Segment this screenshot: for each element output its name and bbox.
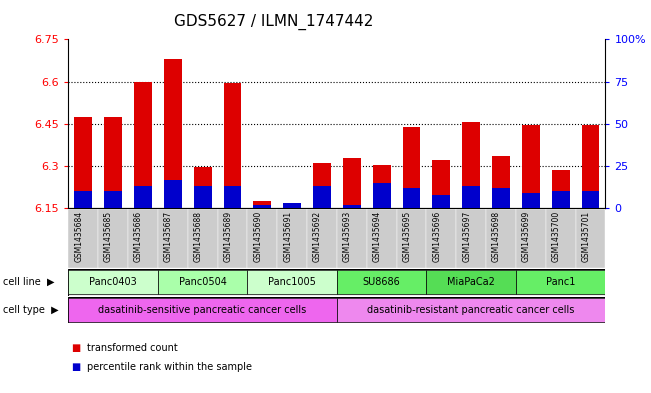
- Bar: [223, 186, 242, 208]
- Bar: [492, 156, 510, 208]
- Bar: [581, 125, 600, 208]
- Text: GSM1435691: GSM1435691: [283, 211, 292, 263]
- Text: GSM1435698: GSM1435698: [492, 211, 501, 263]
- Bar: [187, 209, 217, 268]
- Bar: [74, 117, 92, 208]
- Bar: [134, 82, 152, 208]
- Bar: [402, 127, 421, 208]
- Bar: [193, 167, 212, 208]
- Bar: [158, 270, 247, 294]
- Bar: [432, 160, 450, 208]
- Text: ■: ■: [72, 362, 81, 373]
- Text: transformed count: transformed count: [87, 343, 177, 353]
- Bar: [128, 209, 158, 268]
- Bar: [396, 209, 426, 268]
- Bar: [581, 191, 600, 208]
- Bar: [522, 193, 540, 208]
- Text: cell line  ▶: cell line ▶: [3, 277, 55, 287]
- Bar: [164, 180, 182, 208]
- Bar: [337, 270, 426, 294]
- Bar: [134, 186, 152, 208]
- Text: cell type  ▶: cell type ▶: [3, 305, 59, 315]
- Text: Panc1005: Panc1005: [268, 277, 316, 287]
- Bar: [68, 298, 337, 322]
- Text: GSM1435701: GSM1435701: [581, 211, 590, 263]
- Bar: [74, 191, 92, 208]
- Bar: [575, 209, 605, 268]
- Bar: [247, 270, 337, 294]
- Bar: [486, 209, 516, 268]
- Text: GSM1435688: GSM1435688: [193, 211, 202, 262]
- Bar: [402, 188, 421, 208]
- Bar: [217, 209, 247, 268]
- Bar: [313, 163, 331, 208]
- Bar: [432, 195, 450, 208]
- Text: GSM1435696: GSM1435696: [432, 211, 441, 263]
- Text: Panc0403: Panc0403: [89, 277, 137, 287]
- Bar: [313, 186, 331, 208]
- Bar: [462, 186, 480, 208]
- Bar: [68, 209, 98, 268]
- Text: GSM1435685: GSM1435685: [104, 211, 113, 263]
- Bar: [223, 83, 242, 208]
- Bar: [343, 158, 361, 208]
- Text: ■: ■: [72, 343, 81, 353]
- Bar: [492, 188, 510, 208]
- Bar: [426, 270, 516, 294]
- Bar: [277, 209, 307, 268]
- Bar: [247, 209, 277, 268]
- Text: GSM1435700: GSM1435700: [551, 211, 561, 263]
- Text: dasatinib-resistant pancreatic cancer cells: dasatinib-resistant pancreatic cancer ce…: [367, 305, 575, 315]
- Text: MiaPaCa2: MiaPaCa2: [447, 277, 495, 287]
- Text: GSM1435689: GSM1435689: [223, 211, 232, 263]
- Text: GSM1435695: GSM1435695: [402, 211, 411, 263]
- Bar: [462, 122, 480, 208]
- Text: GSM1435686: GSM1435686: [134, 211, 143, 263]
- Text: Panc0504: Panc0504: [178, 277, 227, 287]
- Bar: [158, 209, 187, 268]
- Text: GDS5627 / ILMN_1747442: GDS5627 / ILMN_1747442: [174, 14, 373, 30]
- Bar: [372, 183, 391, 208]
- Bar: [283, 207, 301, 208]
- Bar: [104, 117, 122, 208]
- Text: Panc1: Panc1: [546, 277, 575, 287]
- Text: GSM1435692: GSM1435692: [313, 211, 322, 263]
- Bar: [367, 209, 396, 268]
- Bar: [307, 209, 337, 268]
- Bar: [253, 201, 271, 208]
- Text: GSM1435684: GSM1435684: [74, 211, 83, 263]
- Bar: [68, 270, 158, 294]
- Text: GSM1435694: GSM1435694: [372, 211, 381, 263]
- Text: SU8686: SU8686: [363, 277, 400, 287]
- Bar: [372, 165, 391, 208]
- Bar: [522, 125, 540, 208]
- Bar: [343, 205, 361, 208]
- Text: GSM1435687: GSM1435687: [164, 211, 173, 263]
- Bar: [456, 209, 486, 268]
- Bar: [283, 203, 301, 208]
- Bar: [253, 205, 271, 208]
- Text: GSM1435699: GSM1435699: [522, 211, 531, 263]
- Bar: [551, 170, 570, 208]
- Bar: [104, 191, 122, 208]
- Bar: [426, 209, 456, 268]
- Text: GSM1435690: GSM1435690: [253, 211, 262, 263]
- Text: percentile rank within the sample: percentile rank within the sample: [87, 362, 251, 373]
- Bar: [164, 59, 182, 208]
- Bar: [337, 209, 367, 268]
- Bar: [546, 209, 575, 268]
- Text: dasatinib-sensitive pancreatic cancer cells: dasatinib-sensitive pancreatic cancer ce…: [98, 305, 307, 315]
- Bar: [516, 209, 546, 268]
- Bar: [98, 209, 128, 268]
- Bar: [516, 270, 605, 294]
- Bar: [551, 191, 570, 208]
- Text: GSM1435693: GSM1435693: [343, 211, 352, 263]
- Bar: [193, 186, 212, 208]
- Bar: [337, 298, 605, 322]
- Text: GSM1435697: GSM1435697: [462, 211, 471, 263]
